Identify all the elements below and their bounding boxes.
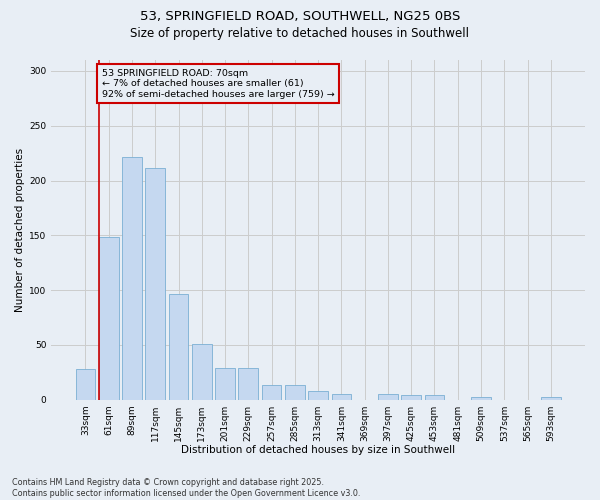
Bar — [122, 158, 142, 400]
Text: 53 SPRINGFIELD ROAD: 70sqm
← 7% of detached houses are smaller (61)
92% of semi-: 53 SPRINGFIELD ROAD: 70sqm ← 7% of detac… — [101, 69, 334, 98]
Bar — [145, 168, 165, 400]
Bar — [285, 386, 305, 400]
Text: Size of property relative to detached houses in Southwell: Size of property relative to detached ho… — [131, 28, 470, 40]
Bar — [401, 395, 421, 400]
Text: 53, SPRINGFIELD ROAD, SOUTHWELL, NG25 0BS: 53, SPRINGFIELD ROAD, SOUTHWELL, NG25 0B… — [140, 10, 460, 23]
Text: Contains HM Land Registry data © Crown copyright and database right 2025.
Contai: Contains HM Land Registry data © Crown c… — [12, 478, 361, 498]
Bar — [262, 386, 281, 400]
Bar — [76, 369, 95, 400]
Bar — [541, 398, 561, 400]
Bar — [192, 344, 212, 400]
Bar — [238, 368, 258, 400]
Bar — [378, 394, 398, 400]
Bar — [332, 394, 352, 400]
Y-axis label: Number of detached properties: Number of detached properties — [15, 148, 25, 312]
Bar — [471, 398, 491, 400]
Bar — [169, 294, 188, 400]
Bar — [215, 368, 235, 400]
Bar — [425, 395, 445, 400]
X-axis label: Distribution of detached houses by size in Southwell: Distribution of detached houses by size … — [181, 445, 455, 455]
Bar — [99, 238, 119, 400]
Bar — [308, 391, 328, 400]
